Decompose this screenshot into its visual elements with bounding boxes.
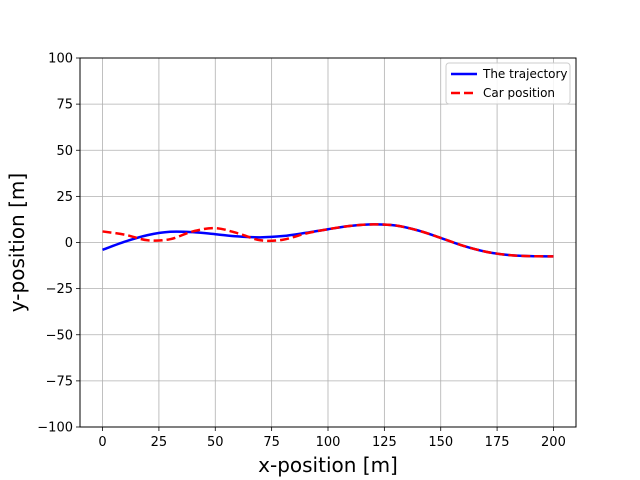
y-tick-label: 100 [48,52,73,67]
x-tick-label: 175 [485,435,510,450]
legend-label: Car position [483,86,555,100]
legend-label: The trajectory [482,67,568,81]
x-tick-label: 150 [428,435,453,450]
y-tick-label: −100 [37,421,73,436]
x-tick-label: 50 [207,435,224,450]
y-tick-label: −50 [46,328,73,343]
y-tick-label: 75 [56,98,73,113]
y-tick-label: 50 [56,144,73,159]
x-axis-label: x-position [m] [258,453,398,477]
x-tick-label: 25 [151,435,168,450]
y-tick-label: 25 [56,190,73,205]
y-tick-label: −25 [46,282,73,297]
x-tick-label: 100 [316,435,341,450]
series-lines [102,223,554,258]
x-axis-ticks: 0 25 50 75 100 125 150 175 200 [98,427,566,450]
x-tick-label: 0 [98,435,106,450]
y-tick-label: 0 [65,236,73,251]
x-tick-label: 75 [263,435,280,450]
y-axis-ticks: −100 −75 −50 −25 0 25 50 75 100 [37,52,80,436]
series-line-trajectory [102,223,554,258]
y-axis-label: y-position [m] [5,173,29,312]
x-tick-label: 200 [541,435,566,450]
y-tick-label: −75 [46,374,73,389]
x-tick-label: 125 [372,435,397,450]
legend: The trajectory Car position [445,62,571,105]
